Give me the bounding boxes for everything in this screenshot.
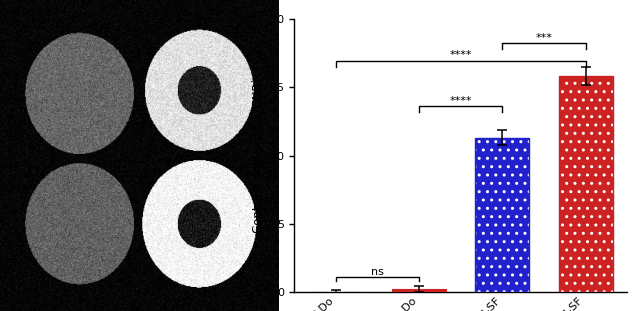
Bar	[392, 289, 446, 292]
Y-axis label: Contrast noise ratio (CNR): Contrast noise ratio (CNR)	[252, 78, 265, 233]
Text: ns: ns	[371, 267, 384, 276]
Bar	[559, 76, 612, 292]
Text: ****: ****	[449, 50, 472, 60]
Text: ***: ***	[536, 33, 552, 43]
Bar	[476, 138, 529, 292]
Text: ****: ****	[449, 95, 472, 105]
